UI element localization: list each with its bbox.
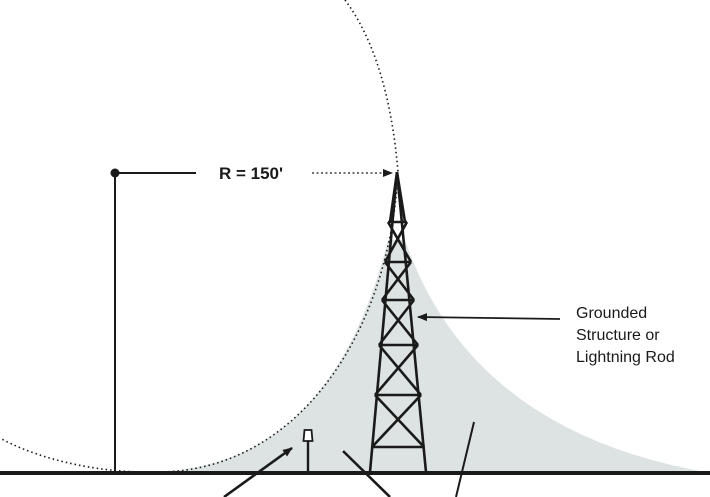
lightning-rod-tower-icon: [368, 171, 428, 473]
structure-callout-label: Grounded Structure or Lightning Rod: [576, 305, 675, 366]
callout-line-1: Grounded: [576, 305, 647, 322]
radius-label: R = 150': [219, 164, 283, 183]
pointer-to-zone: [455, 421, 475, 497]
structure-callout-arrow: [417, 313, 561, 322]
callout-line-2: Structure or: [576, 327, 660, 344]
callout-line-3: Lightning Rod: [576, 349, 675, 366]
protected-zone: [150, 240, 705, 472]
small-pole-icon: [302, 429, 314, 472]
